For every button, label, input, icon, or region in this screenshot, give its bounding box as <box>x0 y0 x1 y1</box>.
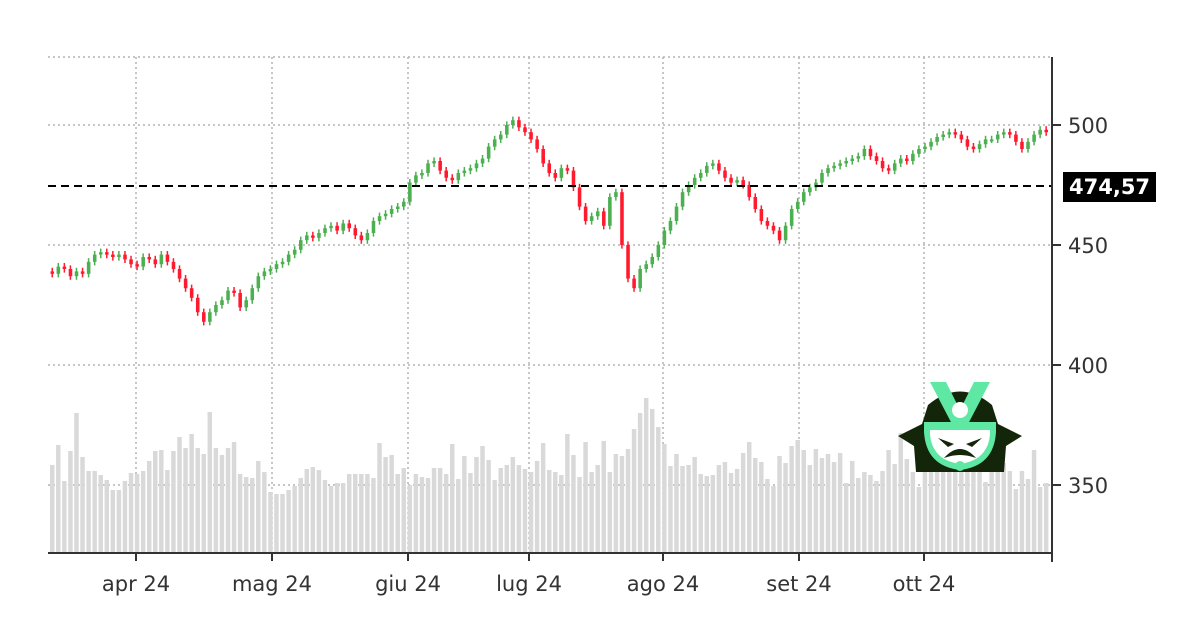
y-axis-labels: 500 450 400 350 <box>1068 114 1108 498</box>
x-axis-labels: apr 24 mag 24 giu 24 lug 24 ago 24 set 24 ott … <box>102 572 955 596</box>
y-tick-label: 400 <box>1068 354 1108 378</box>
price-candles <box>50 116 1048 326</box>
x-tick-label: ago 24 <box>627 572 699 596</box>
x-tick-label: mag 24 <box>232 572 312 596</box>
y-tick-label: 350 <box>1068 474 1108 498</box>
y-tick-label: 500 <box>1068 114 1108 138</box>
samurai-helmet-icon <box>898 382 1022 472</box>
x-tick-label: ott 24 <box>893 572 956 596</box>
x-tick-label: giu 24 <box>375 572 441 596</box>
last-price-tag: 474,57 <box>1063 172 1157 202</box>
x-tick-label: apr 24 <box>102 572 170 596</box>
axes <box>48 57 1061 562</box>
samurai-logo <box>898 380 1022 481</box>
y-tick-label: 450 <box>1068 234 1108 258</box>
x-tick-label: set 24 <box>766 572 832 596</box>
volume-bars <box>50 398 1049 553</box>
x-tick-label: lug 24 <box>496 572 562 596</box>
